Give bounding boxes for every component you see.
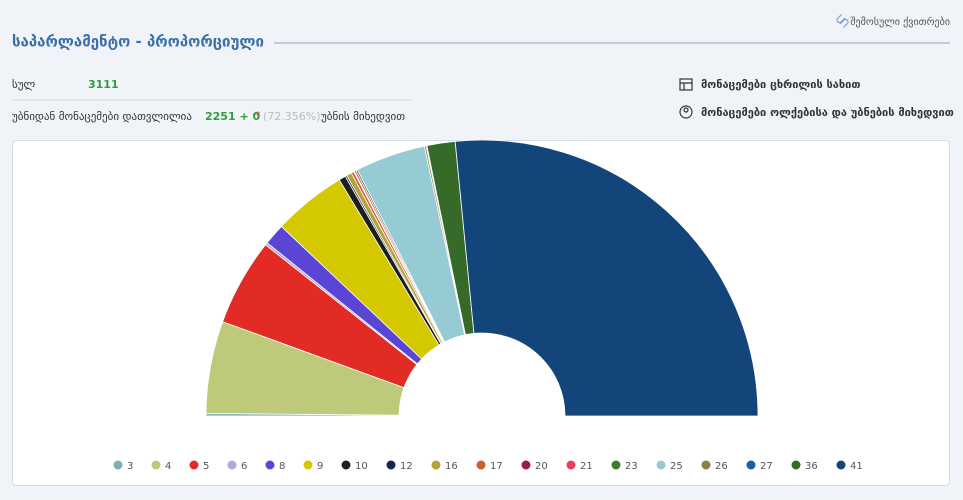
- legend-swatch: [791, 460, 801, 470]
- district-view-text[interactable]: მონაცემები ოლქებისა და უბნების მიხედვით: [701, 106, 954, 119]
- legend-swatch: [189, 460, 199, 470]
- legend-label: 36: [805, 461, 818, 472]
- receipts-link-text[interactable]: შემოსული ქვითრები: [850, 16, 950, 28]
- legend-label: 17: [490, 461, 503, 472]
- chart: 3 4 5 6 8 9 10 12 16 17 20 21 23 25 26 27 36 41: [113, 139, 863, 472]
- pin-icon-dot: [683, 107, 689, 113]
- legend-swatch: [265, 460, 275, 470]
- table-view-link[interactable]: მონაცემები ცხრილის სახით: [679, 78, 860, 91]
- legend-swatch: [521, 460, 531, 470]
- legend-label: 20: [535, 461, 548, 472]
- table-view-text[interactable]: მონაცემები ცხრილის სახით: [701, 78, 860, 91]
- legend-label: 27: [760, 461, 773, 472]
- legend-label: 26: [715, 461, 728, 472]
- legend-swatch: [341, 460, 351, 470]
- legend-label: 6: [241, 461, 247, 472]
- legend-label: 25: [670, 461, 683, 472]
- counted-percent: (72.356%): [263, 110, 321, 123]
- total-label: სულ: [12, 78, 35, 91]
- legend-label: 5: [203, 461, 209, 472]
- legend-swatch: [151, 460, 161, 470]
- legend-label: 21: [580, 461, 593, 472]
- legend-swatch: [113, 460, 123, 470]
- legend-label: 16: [445, 461, 458, 472]
- legend-swatch: [566, 460, 576, 470]
- legend-swatch: [431, 460, 441, 470]
- legend-swatch: [746, 460, 756, 470]
- table-icon-lines: [680, 82, 692, 90]
- table-icon: [679, 78, 693, 91]
- link-icon: [836, 14, 849, 28]
- legend-label: 8: [279, 461, 285, 472]
- wedge: [454, 139, 759, 417]
- legend-swatch: [836, 460, 846, 470]
- receipts-link[interactable]: შემოსული ქვითრები: [836, 14, 950, 29]
- counted-label: უბნიდან მონაცემები დათვლილია: [12, 110, 192, 123]
- legend-label: 10: [355, 461, 368, 472]
- legend-label: 9: [317, 461, 323, 472]
- legend-label: 23: [625, 461, 638, 472]
- legend-swatch: [476, 460, 486, 470]
- counted-suffix: უბნის მიხედვით: [321, 110, 405, 123]
- legend-swatch: [303, 460, 313, 470]
- legend-label: 12: [400, 461, 413, 472]
- legend-swatch: [701, 460, 711, 470]
- legend-label: 4: [165, 461, 171, 472]
- asterisk: *: [255, 109, 261, 122]
- page-title: საპარლამენტო - პროპორციული: [12, 33, 264, 51]
- legend-swatch: [227, 460, 237, 470]
- legend-label: 41: [850, 461, 863, 472]
- total-value: 3111: [88, 78, 119, 91]
- legend-swatch: [656, 460, 666, 470]
- legend-swatch: [611, 460, 621, 470]
- legend-swatch: [386, 460, 396, 470]
- pin-icon: [679, 105, 693, 119]
- legend-label: 3: [127, 461, 133, 472]
- counted-value: 2251 + 0: [205, 110, 260, 123]
- district-view-link[interactable]: მონაცემები ოლქებისა და უბნების მიხედვით: [679, 105, 954, 119]
